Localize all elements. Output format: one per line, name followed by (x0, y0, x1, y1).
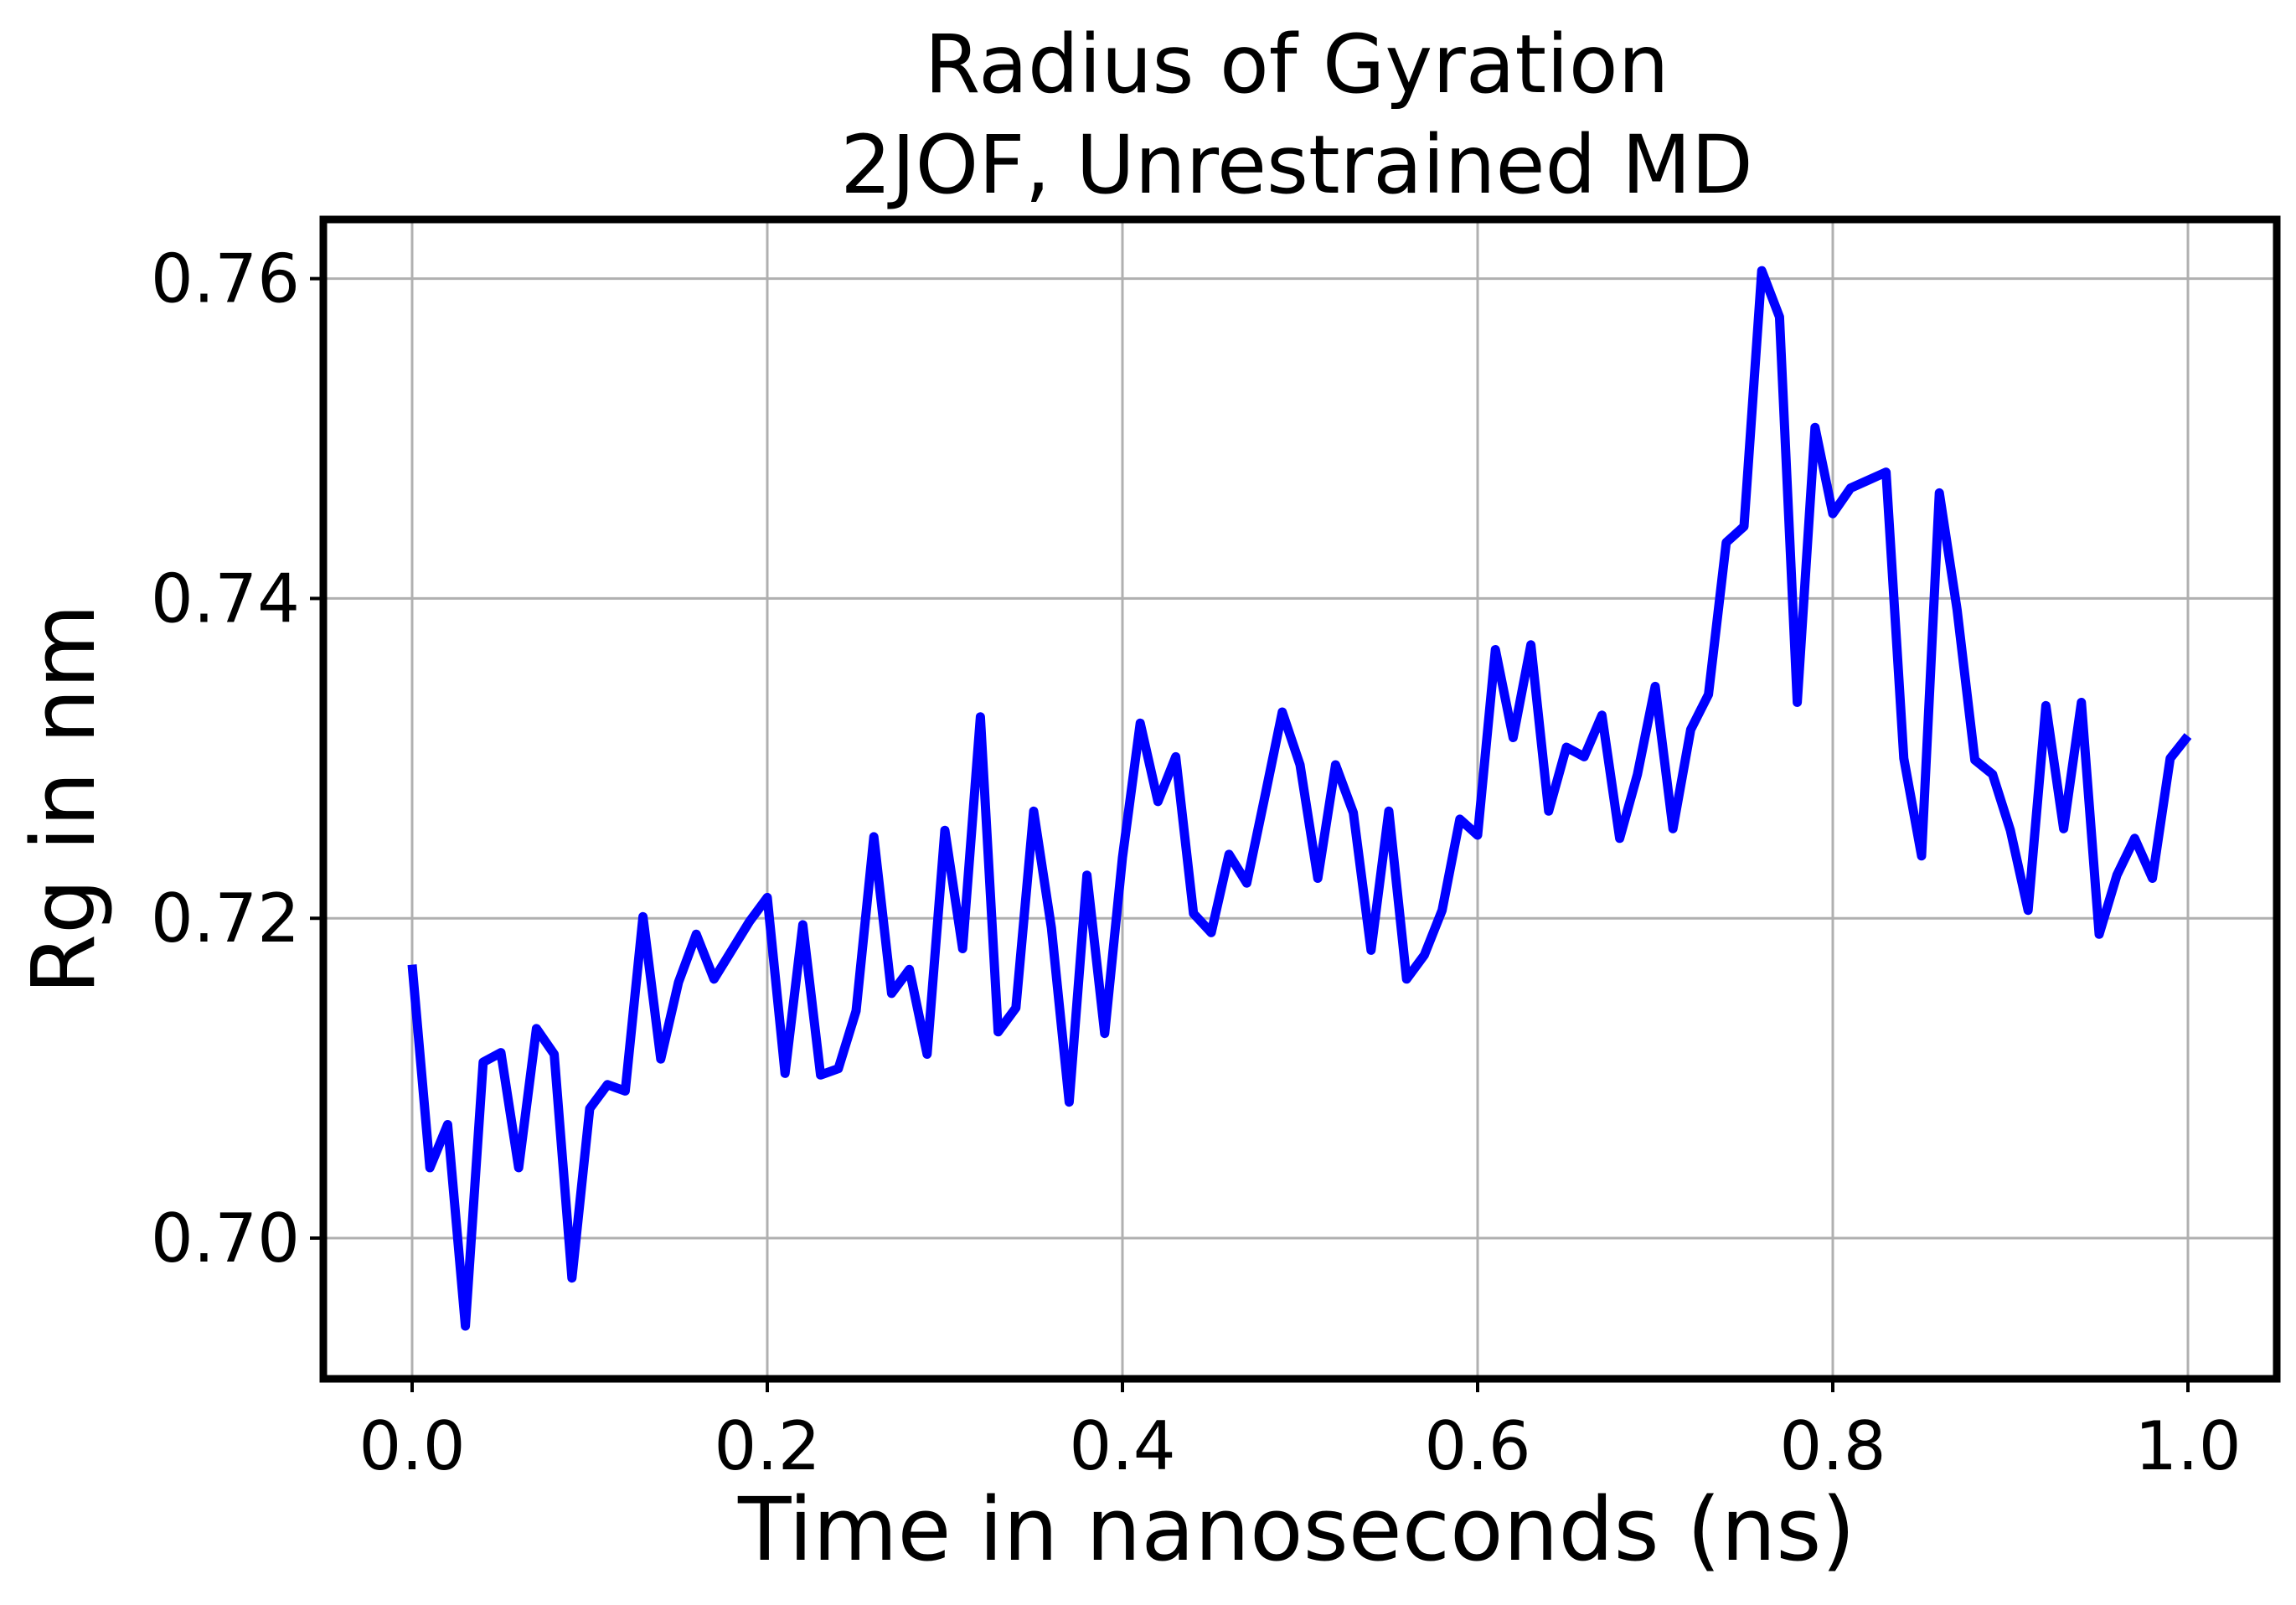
series-line-rg (407, 266, 2192, 1331)
x-tick-label: 1.0 (2134, 1407, 2241, 1485)
chart-subtitle: 2JOF, Unrestrained MD (840, 118, 1752, 212)
y-tick-label: 0.72 (151, 880, 300, 957)
chart-title: Radius of Gyration (925, 18, 1669, 111)
y-axis-ticks: 0.70 0.72 0.74 0.76 (151, 240, 323, 1277)
y-tick-label: 0.70 (151, 1200, 300, 1277)
x-tick-label: 0.0 (359, 1407, 465, 1485)
x-axis-label: Time in nanoseconds (ns) (737, 1479, 1855, 1581)
x-tick-label: 0.4 (1069, 1407, 1175, 1485)
x-tick-label: 0.2 (714, 1407, 820, 1485)
y-tick-label: 0.74 (151, 560, 300, 637)
x-tick-label: 0.6 (1424, 1407, 1530, 1485)
plot-frame (319, 215, 2281, 1383)
y-axis-label: Rg in nm (13, 604, 115, 994)
y-tick-label: 0.76 (151, 240, 300, 318)
x-tick-label: 0.8 (1779, 1407, 1886, 1485)
x-axis-ticks: 0.0 0.2 0.4 0.6 0.8 1.0 (359, 1379, 2242, 1485)
